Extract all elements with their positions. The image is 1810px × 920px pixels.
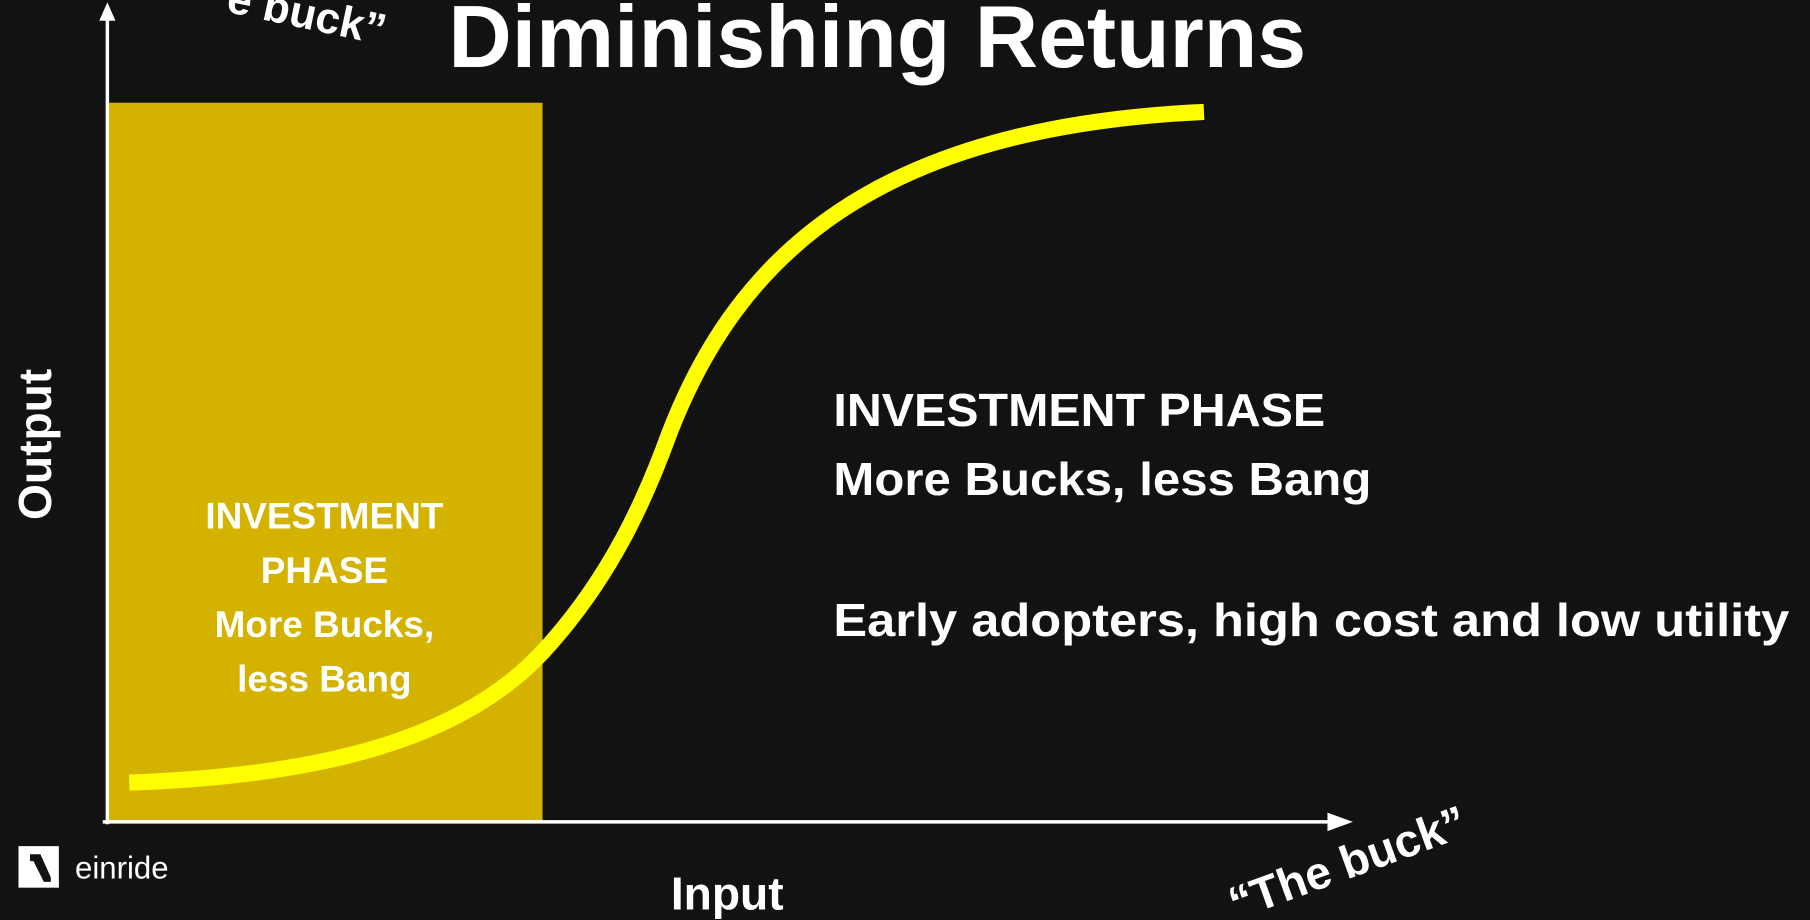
x-axis-label: Input (671, 868, 784, 920)
panel-heading: INVESTMENT PHASE (833, 384, 1325, 436)
s-curve (129, 103, 1205, 791)
box-text: INVESTMENT PHASE More Bucks, less Bang (205, 496, 443, 700)
logo-slash (30, 854, 51, 882)
panel-note: Early adopters, high cost and low utilit… (833, 594, 1789, 646)
box-line: less Bang (237, 658, 411, 699)
box-line: INVESTMENT (205, 496, 443, 537)
y-axis-label: Output (9, 369, 61, 520)
panel-subheading: More Bucks, less Bang (833, 453, 1371, 505)
title: Diminishing Returns (448, 0, 1306, 86)
y-axis-arrow (99, 2, 116, 21)
box-line: More Bucks, (215, 604, 435, 645)
logo-text: einride (75, 850, 169, 885)
box-line: PHASE (261, 550, 388, 591)
x-axis-arrow (1327, 812, 1353, 832)
